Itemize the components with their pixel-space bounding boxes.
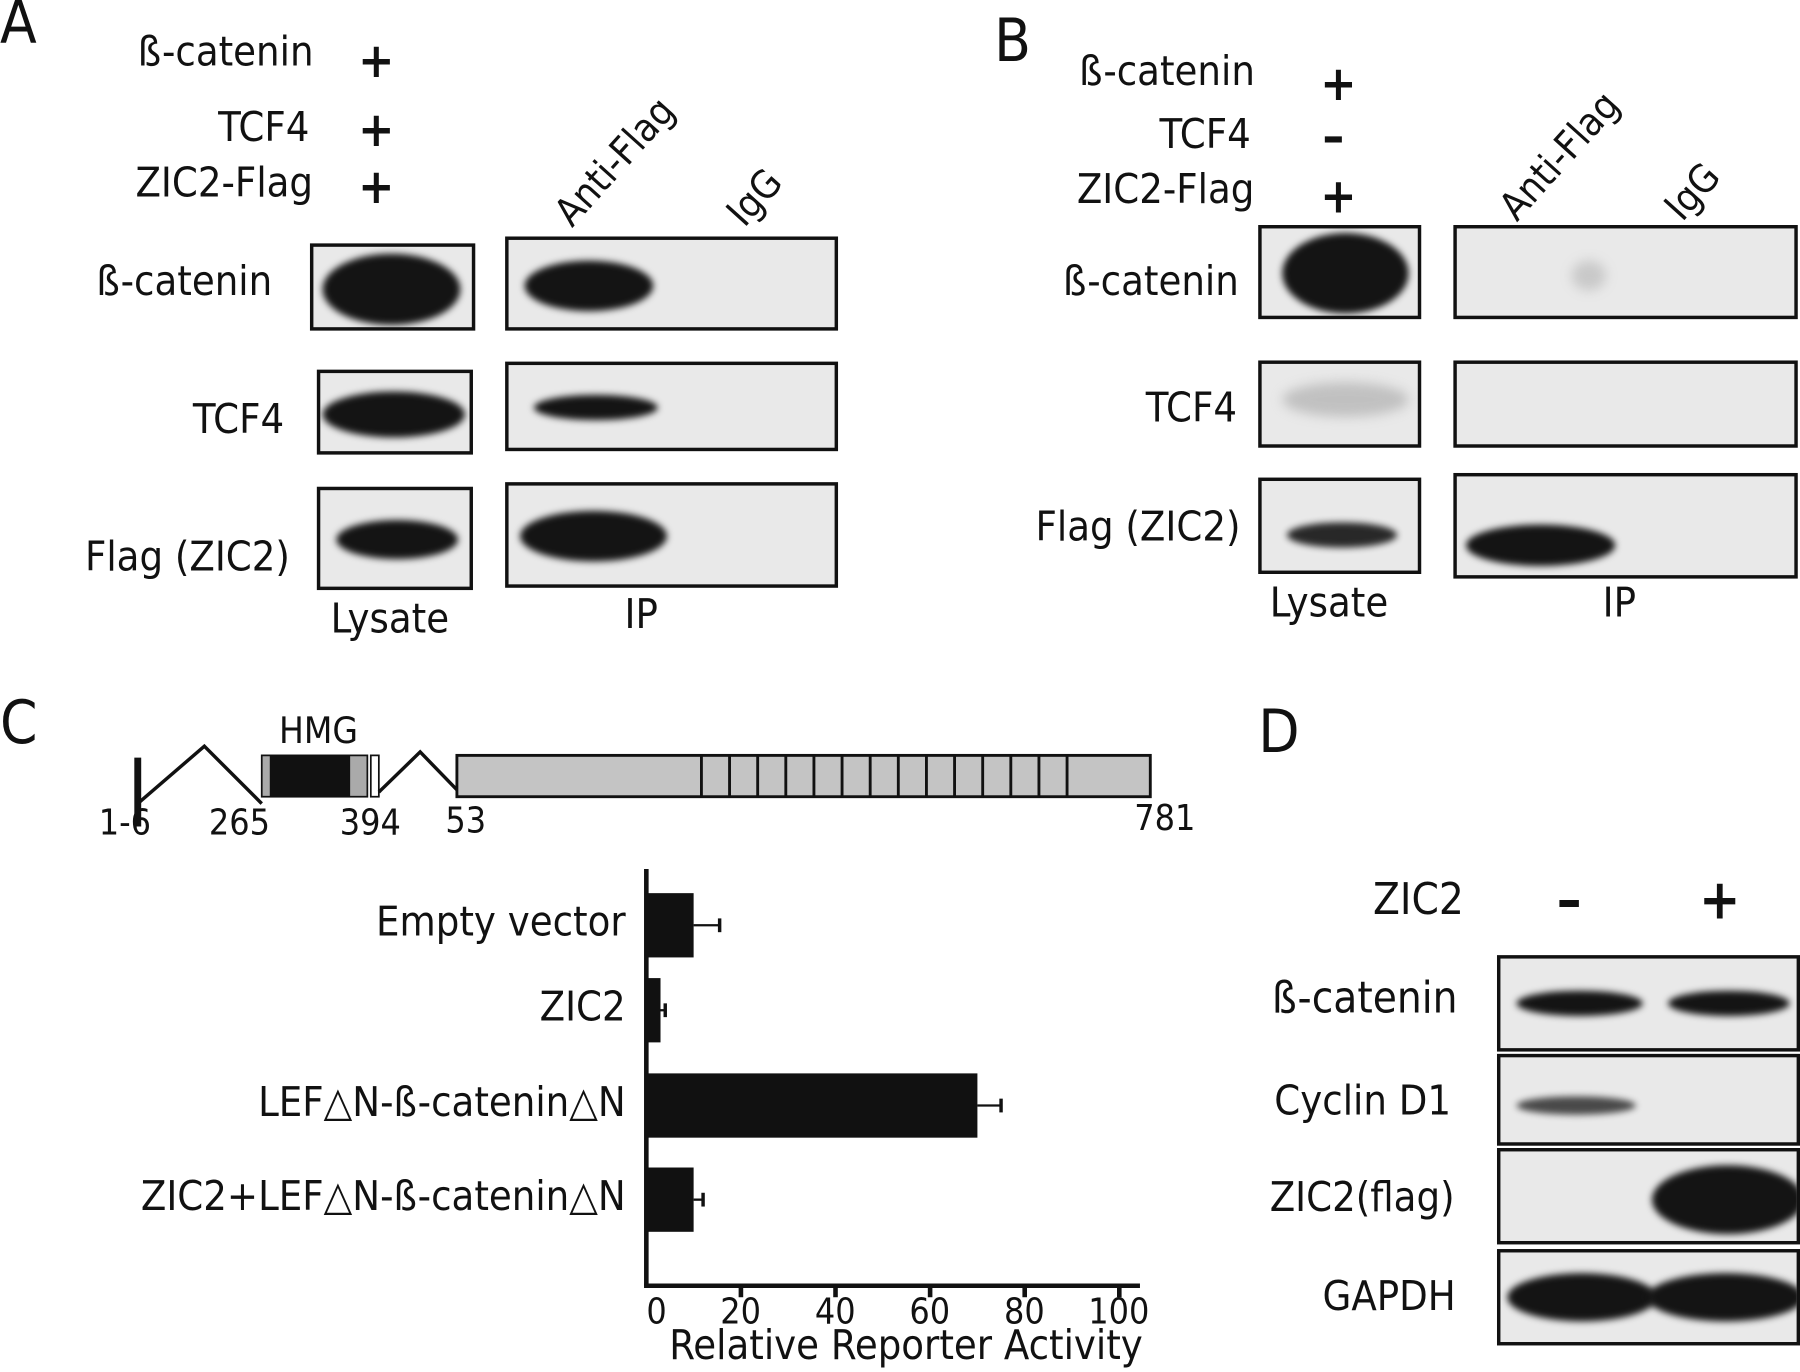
position-label: 1-6 — [98, 802, 152, 844]
blot-ip-bcatenin — [505, 236, 839, 331]
x-axis-label: Relative Reporter Activity — [669, 1322, 1143, 1370]
condition-label: TCF4 — [218, 104, 310, 152]
bar — [646, 893, 694, 958]
condition-sign: + — [358, 32, 395, 89]
panel-b-letter: B — [994, 6, 1032, 76]
blot-gapdh — [1496, 1249, 1800, 1346]
row-label: Cyclin D1 — [1274, 1077, 1452, 1126]
blot-lysate-flag — [1258, 477, 1422, 574]
blot-ip-flag — [1453, 472, 1798, 579]
row-label: TCF4 — [1145, 384, 1238, 432]
condition-sign: + — [358, 101, 395, 158]
condition-label: ß-catenin — [1079, 48, 1255, 96]
row-label: ß-catenin — [96, 258, 273, 306]
blot-lysate-bcatenin — [309, 243, 476, 331]
column-label: IgG — [1655, 154, 1730, 230]
category-label: ZIC2 — [539, 983, 626, 1031]
row-label: ß-catenin — [1271, 972, 1458, 1023]
row-label: GAPDH — [1322, 1273, 1456, 1321]
blot-bcatenin — [1496, 955, 1800, 1052]
bottom-label: Lysate — [330, 595, 450, 643]
row-label: ß-catenin — [1063, 258, 1239, 306]
condition-label: TCF4 — [1159, 111, 1251, 159]
column-label: IgG — [717, 160, 793, 236]
condition-sign: + — [1320, 55, 1357, 112]
column-label: Anti-Flag — [545, 88, 685, 236]
blot-lysate-bcatenin — [1258, 225, 1422, 320]
bar — [646, 978, 661, 1043]
blot-ip-flag — [505, 482, 839, 588]
blot-lysate-flag — [316, 486, 473, 591]
blot-ip-bcatenin — [1453, 225, 1798, 320]
condition-sign: + — [1699, 867, 1741, 933]
blot-lysate-tcf4 — [316, 369, 473, 455]
panel-d-letter: D — [1258, 697, 1300, 767]
row-label: ZIC2(flag) — [1269, 1174, 1455, 1222]
blot-ip-tcf4 — [1453, 360, 1798, 448]
condition-sign: – — [1556, 867, 1582, 933]
row-label: Flag (ZIC2) — [1035, 503, 1241, 552]
x-tick-label: 20 — [720, 1291, 761, 1333]
blot-cyclin-d1 — [1496, 1053, 1800, 1146]
bar — [646, 1073, 978, 1138]
x-tick-label: 80 — [1004, 1291, 1045, 1333]
condition-label: ZIC2-Flag — [1076, 166, 1255, 214]
category-label: Empty vector — [376, 898, 626, 946]
x-tick-label: 60 — [909, 1291, 951, 1333]
position-label: 781 — [1134, 797, 1196, 840]
bottom-label: IP — [1602, 579, 1636, 627]
row-label: Flag (ZIC2) — [84, 533, 290, 581]
panel-c-letter: C — [0, 688, 38, 758]
condition-label: ß-catenin — [137, 28, 314, 76]
category-label: ZIC2+LEF△N-ß-catenin△N — [140, 1173, 626, 1221]
column-label: Anti-Flag — [1490, 82, 1630, 230]
position-label: 53 — [445, 800, 487, 842]
x-tick-label: 0 — [646, 1291, 667, 1333]
position-label: 394 — [339, 802, 401, 844]
position-label: 265 — [208, 802, 271, 844]
category-label: LEF△N-ß-catenin△N — [258, 1079, 626, 1127]
condition-label: ZIC2 — [1373, 873, 1464, 925]
condition-sign: – — [1322, 107, 1345, 165]
blot-lysate-tcf4 — [1258, 360, 1422, 448]
bottom-label: IP — [624, 591, 658, 639]
blot-ip-tcf4 — [505, 361, 839, 452]
condition-sign: + — [1320, 167, 1357, 224]
row-label: TCF4 — [192, 396, 285, 444]
condition-label: ZIC2-Flag — [135, 159, 314, 207]
condition-sign: + — [358, 158, 395, 215]
bar — [646, 1167, 694, 1232]
panel-a-letter: A — [0, 0, 37, 58]
bottom-label: Lysate — [1269, 579, 1389, 627]
x-tick-label: 100 — [1088, 1291, 1150, 1333]
x-tick-label: 40 — [814, 1291, 856, 1333]
blot-zic2-flag — [1496, 1148, 1800, 1245]
hmg-domain-label: HMG — [278, 708, 358, 752]
